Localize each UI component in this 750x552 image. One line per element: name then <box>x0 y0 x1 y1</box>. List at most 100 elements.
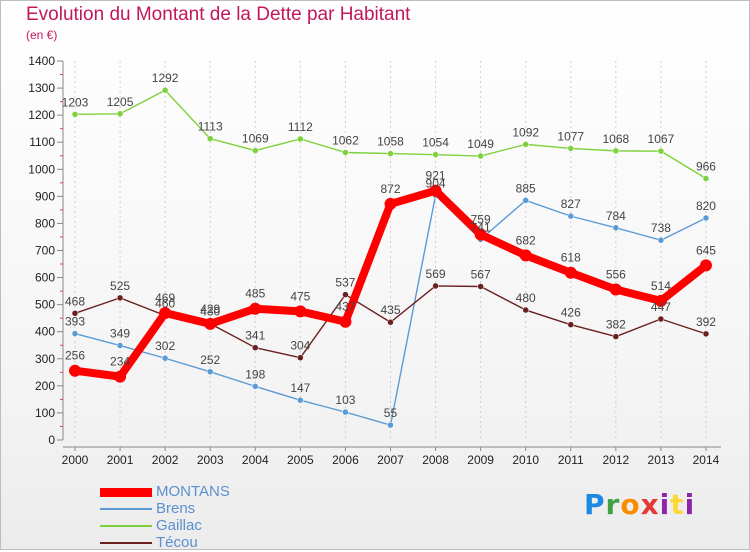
data-label-brens: 885 <box>516 181 536 195</box>
legend-label: Brens <box>156 500 196 517</box>
point-tecou <box>432 282 439 290</box>
y-tick-label: 700 <box>35 244 55 258</box>
data-label-montans: 256 <box>65 349 85 363</box>
data-label-tecou: 537 <box>335 276 355 290</box>
data-label-gaillac: 1292 <box>152 71 179 85</box>
data-label-gaillac: 1203 <box>62 95 89 109</box>
point-brens <box>522 197 529 204</box>
point-gaillac <box>252 147 259 154</box>
legend-swatch <box>100 508 152 510</box>
data-label-tecou: 569 <box>426 267 446 281</box>
y-tick-label: 1000 <box>28 162 55 176</box>
data-label-brens: 103 <box>335 393 355 407</box>
point-gaillac <box>567 145 575 152</box>
data-label-brens: 820 <box>696 199 716 213</box>
x-tick-label: 2012 <box>602 453 629 467</box>
point-tecou <box>342 291 349 298</box>
data-label-montans: 475 <box>290 289 310 303</box>
point-brens <box>161 354 169 362</box>
point-brens <box>567 212 575 220</box>
data-label-gaillac: 1049 <box>467 137 494 151</box>
data-label-tecou: 430 <box>200 305 220 319</box>
data-label-montans: 618 <box>561 251 581 265</box>
point-montans <box>654 294 667 307</box>
point-montans <box>114 370 127 383</box>
data-label-gaillac: 966 <box>696 159 716 173</box>
point-montans <box>204 317 217 330</box>
point-tecou <box>612 333 620 340</box>
data-label-tecou: 480 <box>516 291 536 305</box>
point-gaillac <box>297 135 304 143</box>
data-label-brens: 302 <box>155 339 175 353</box>
data-label-montans: 682 <box>516 233 536 247</box>
data-label-montans: 872 <box>380 182 400 196</box>
legend-swatch <box>100 542 152 544</box>
point-gaillac <box>387 150 394 157</box>
data-label-brens: 784 <box>606 209 626 223</box>
x-tick-label: 2008 <box>422 453 449 467</box>
point-gaillac <box>342 149 349 156</box>
data-label-tecou: 392 <box>696 315 716 329</box>
y-tick-label: 400 <box>35 325 55 339</box>
point-montans <box>249 302 262 315</box>
data-label-brens: 741 <box>471 220 491 234</box>
y-tick-label: 600 <box>35 271 55 285</box>
x-tick-label: 2014 <box>693 453 720 467</box>
x-tick-label: 2005 <box>287 453 314 467</box>
point-montans <box>294 305 307 318</box>
y-tick-label: 1400 <box>28 54 55 68</box>
data-label-brens: 904 <box>426 176 446 190</box>
x-tick-label: 2010 <box>512 453 539 467</box>
legend-item: Gaillac <box>98 517 358 535</box>
point-brens <box>206 368 214 376</box>
data-label-montans: 759 <box>471 213 491 227</box>
data-label-montans: 437 <box>335 300 355 314</box>
x-tick-label: 2006 <box>332 453 359 467</box>
x-tick-label: 2002 <box>152 453 179 467</box>
point-gaillac <box>477 152 484 160</box>
x-tick-label: 2007 <box>377 453 404 467</box>
legend-label: Técou <box>156 534 198 551</box>
data-label-tecou: 468 <box>65 294 85 308</box>
data-label-brens: 147 <box>290 381 310 395</box>
point-montans <box>564 266 577 279</box>
point-montans <box>609 283 622 296</box>
point-brens <box>657 236 665 244</box>
point-gaillac <box>657 147 665 155</box>
data-label-montans: 556 <box>606 267 626 281</box>
x-tick-label: 2000 <box>62 453 89 467</box>
point-tecou <box>477 283 484 290</box>
y-tick-label: 0 <box>48 433 55 447</box>
data-label-montans: 514 <box>651 279 671 293</box>
chart-plot: 0 100 200 300 400 500 600 700 800 900 1000 1100 1200… <box>28 54 721 467</box>
data-label-gaillac: 1067 <box>648 132 675 146</box>
point-tecou <box>252 344 259 351</box>
point-montans <box>384 197 397 210</box>
point-tecou <box>71 310 79 317</box>
y-tick-label: 800 <box>35 216 55 230</box>
data-label-montans: 921 <box>426 169 446 183</box>
legend: MONTANS Brens Gaillac Técou <box>98 483 358 552</box>
data-label-montans: 485 <box>245 287 265 301</box>
data-label-montans: 469 <box>155 291 175 305</box>
point-tecou <box>567 321 575 328</box>
data-label-brens: 738 <box>651 221 671 235</box>
y-tick-label: 1200 <box>28 108 55 122</box>
point-gaillac <box>116 110 124 118</box>
y-tick-label: 300 <box>35 352 55 366</box>
point-brens <box>116 342 124 349</box>
point-montans <box>69 364 81 377</box>
data-label-tecou: 447 <box>651 300 671 314</box>
y-tick-label: 100 <box>35 406 55 420</box>
chart-title: Evolution du Montant de la Dette par Hab… <box>26 4 411 25</box>
x-tick-label: 2013 <box>648 453 675 467</box>
data-label-gaillac: 1092 <box>512 125 539 139</box>
point-tecou <box>297 354 304 361</box>
x-tick-label: 2001 <box>107 453 134 467</box>
x-tick-label: 2009 <box>467 453 494 467</box>
legend-swatch <box>100 525 152 527</box>
point-brens <box>252 383 259 390</box>
data-label-gaillac: 1068 <box>602 132 629 146</box>
point-brens <box>387 421 394 429</box>
